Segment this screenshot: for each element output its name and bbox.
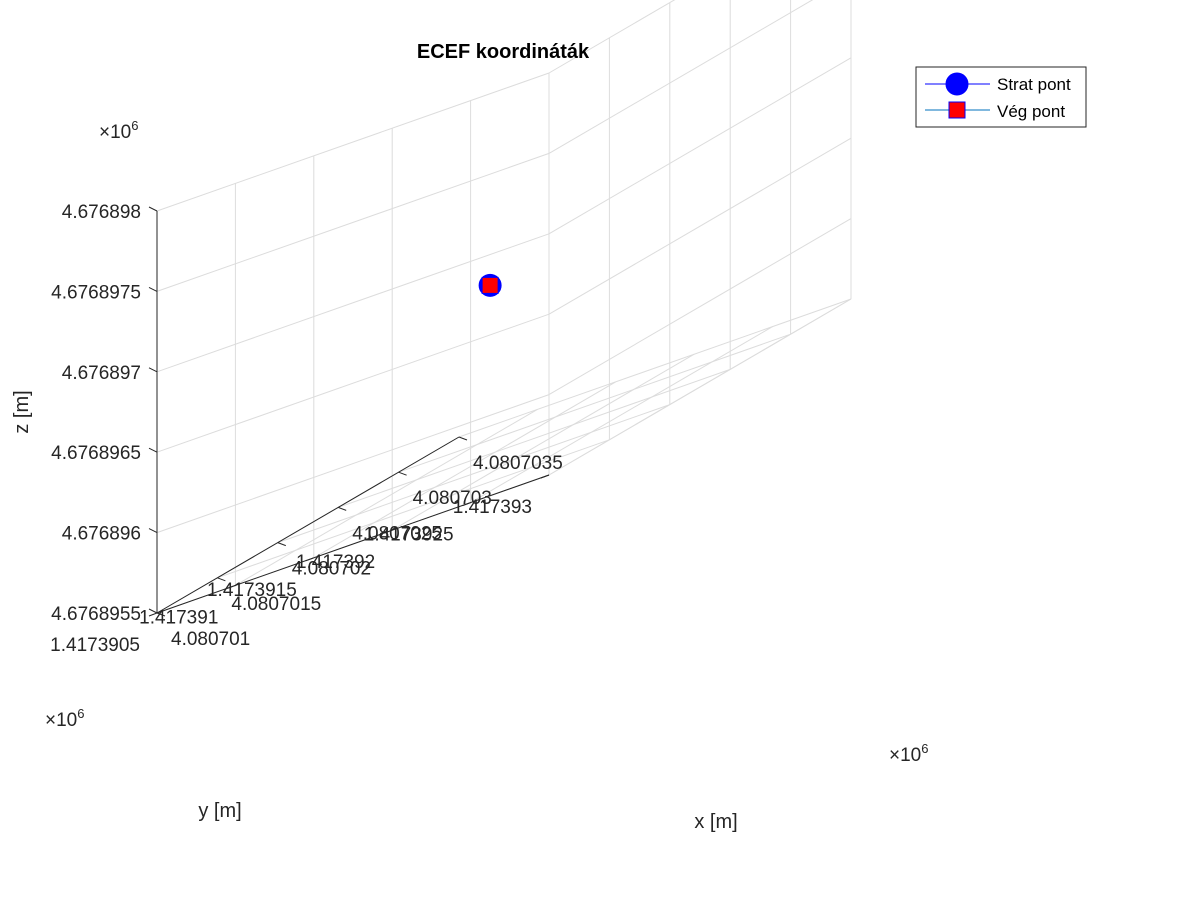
z-tick-mark	[148, 447, 158, 453]
grid-line-backx-horizontal	[548, 57, 852, 235]
grid-line-backx-horizontal	[548, 0, 814, 154]
svg-text:×106: ×106	[45, 706, 84, 731]
y-tick-label: 1.417392	[296, 552, 375, 573]
z-tick-mark	[148, 528, 158, 534]
grid-line-backx-horizontal	[548, 298, 852, 476]
legend-marker-strat	[945, 72, 969, 96]
grid-line-backy-horizontal	[156, 152, 550, 292]
y-tick-mark	[148, 612, 158, 617]
x-axis-line	[156, 436, 460, 614]
legend-label-veg: Vég pont	[997, 102, 1065, 121]
x-tick-mark	[277, 542, 286, 547]
x-tick-label: 4.0807025	[352, 523, 442, 544]
y-tick-label: 1.4173905	[50, 635, 140, 656]
ticks-layer: 4.080701 4.0807015 4.080702 4.0807025 4.0807…	[50, 202, 563, 656]
grid-line-floor-x	[458, 298, 852, 438]
x-tick-mark	[398, 471, 407, 476]
x-tick-mark	[458, 436, 468, 441]
z-tick-label: 4.676897	[62, 363, 141, 384]
z-axis-label: z [m]	[11, 390, 33, 433]
y-multiplier-base: ×10	[45, 710, 77, 731]
x-multiplier-exp: 6	[921, 741, 928, 756]
legend: Strat pont Vég pont	[915, 66, 1087, 128]
z-tick-mark	[148, 286, 158, 292]
y-tick-label: 1.417393	[453, 497, 532, 518]
x-tick-label: 4.0807015	[231, 594, 321, 615]
y-tick-label: 1.417391	[139, 607, 218, 628]
grid-line-backy-horizontal	[156, 72, 550, 212]
grid-line-floor-x	[217, 439, 610, 579]
x-multiplier-base: ×10	[889, 745, 921, 766]
x-tick-mark	[338, 506, 347, 511]
grid-line-backy-horizontal	[156, 394, 550, 534]
legend-marker-veg	[948, 101, 966, 119]
z-multiplier-base: ×10	[99, 122, 131, 143]
grid-line-floor-y	[313, 381, 617, 559]
data-point-veg	[481, 276, 499, 294]
y-multiplier: ×106	[45, 706, 84, 731]
y-tick-mark	[540, 474, 550, 479]
svg-text:×106: ×106	[889, 741, 928, 766]
z-tick-mark	[148, 608, 158, 614]
x-tick-mark	[156, 612, 166, 617]
grid-line-floor-x	[277, 404, 670, 544]
y-tick-mark	[462, 502, 471, 507]
grid-line-backx-horizontal	[548, 218, 852, 396]
legend-label-strat: Strat pont	[997, 75, 1071, 94]
x-multiplier: ×106	[889, 741, 928, 766]
y-multiplier-exp: 6	[77, 706, 84, 721]
z-tick-label: 4.6768955	[51, 604, 141, 625]
y-tick-mark	[384, 529, 393, 534]
x-tick-label: 4.080703	[413, 488, 492, 509]
grid-line-floor-y	[470, 326, 773, 504]
chart-title: ECEF koordináták	[417, 41, 590, 63]
grid-layer	[156, 0, 852, 614]
grid-line-floor-y	[235, 408, 538, 586]
grid-line-floor-y	[391, 353, 695, 531]
y-tick-mark	[227, 584, 236, 589]
x-tick-label: 4.0807035	[473, 453, 563, 474]
x-axis-label: x [m]	[694, 811, 737, 833]
z-tick-label: 4.6768975	[51, 282, 141, 303]
y-tick-label: 1.4173915	[207, 580, 297, 601]
grid-line-backx-horizontal	[548, 137, 852, 315]
x-tick-mark	[217, 577, 226, 582]
y-axis-line	[156, 474, 550, 614]
z-tick-mark	[148, 367, 158, 373]
grid-line-floor-x	[338, 368, 731, 508]
x-tick-label: 4.080702	[292, 559, 371, 580]
z-tick-mark	[148, 206, 158, 212]
svg-text:×106: ×106	[99, 118, 138, 143]
x-tick-label: 4.080701	[171, 629, 250, 650]
z-multiplier-exp: 6	[131, 118, 138, 133]
z-multiplier: ×106	[99, 118, 138, 143]
y-tick-mark	[305, 557, 314, 562]
grid-line-backy-horizontal	[156, 313, 550, 453]
grid-line-backy-horizontal	[156, 233, 550, 373]
legend-box	[915, 66, 1087, 128]
z-tick-label: 4.676896	[62, 524, 141, 545]
grid-line-backx-horizontal	[548, 0, 676, 74]
points-layer	[478, 273, 502, 297]
y-axis-label: y [m]	[198, 800, 241, 822]
axes-layer	[156, 211, 550, 614]
y-tick-label: 1.4173925	[364, 525, 454, 546]
grid-line-floor-x	[398, 333, 791, 473]
z-tick-label: 4.676898	[62, 202, 141, 223]
z-tick-label: 4.6768965	[51, 443, 141, 464]
